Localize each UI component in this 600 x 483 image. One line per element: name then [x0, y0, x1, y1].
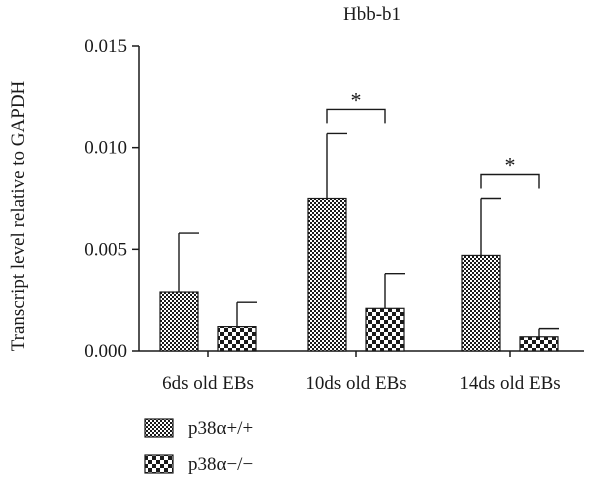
- bar-knockout: [217, 326, 257, 352]
- x-tick-label: 6ds old EBs: [162, 373, 254, 394]
- bar-knockout: [365, 307, 405, 352]
- plot-area: 0.000 0.005 0.010 0.015 6ds old EBs 10ds old …: [84, 36, 584, 394]
- significance-marker: *: [351, 87, 362, 112]
- bar-wildtype: [461, 254, 501, 352]
- legend-swatch: [144, 454, 174, 474]
- legend: p38α+/+ p38α−/−: [144, 418, 253, 475]
- y-axis-label: Transcript level relative to GAPDH: [8, 80, 29, 351]
- x-tick-label: 14ds old EBs: [459, 373, 560, 394]
- legend-swatch: [144, 418, 174, 438]
- significance-marker: *: [505, 153, 516, 178]
- chart-title: Hbb-b1: [343, 4, 401, 25]
- y-tick-label: 0.010: [84, 138, 127, 159]
- significance-bracket: [480, 173, 540, 189]
- legend-label: p38α−/−: [188, 454, 253, 475]
- bar-wildtype: [307, 197, 347, 352]
- significance-bracket: [326, 108, 386, 124]
- bar-knockout: [519, 336, 559, 352]
- bar-wildtype: [159, 291, 199, 352]
- y-tick-label: 0.005: [84, 239, 127, 260]
- legend-label: p38α+/+: [188, 418, 253, 439]
- x-tick-label: 10ds old EBs: [305, 373, 406, 394]
- y-tick-label: 0.000: [84, 341, 127, 362]
- y-tick-label: 0.015: [84, 36, 127, 57]
